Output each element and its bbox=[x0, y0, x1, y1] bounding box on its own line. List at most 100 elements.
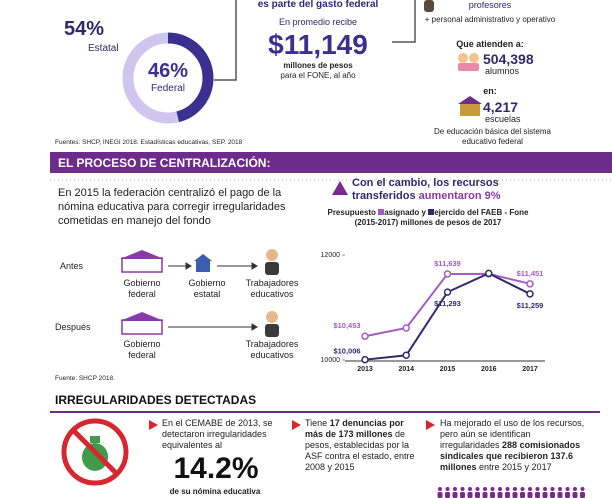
person-icon bbox=[468, 487, 472, 491]
person-icon bbox=[565, 487, 570, 491]
value-label: $11,451 bbox=[517, 269, 544, 278]
person-icon bbox=[550, 487, 555, 491]
worker-icon bbox=[265, 311, 279, 337]
data-point bbox=[402, 324, 410, 332]
text-run: 17 denuncias por más de 173 millones bbox=[305, 418, 407, 439]
data-point bbox=[402, 351, 410, 360]
legend-swatch bbox=[428, 209, 435, 215]
escuelas-label: escuelas bbox=[485, 114, 521, 124]
data-point bbox=[526, 280, 534, 288]
person-icon bbox=[520, 492, 525, 498]
gasto-lead: es parte del gasto federal bbox=[257, 0, 379, 10]
data-point bbox=[443, 270, 452, 278]
atienden: Que atienden a: bbox=[456, 39, 524, 49]
node-label: Gobierno estatal bbox=[188, 278, 226, 299]
node-label: Trabajadores educativos bbox=[245, 278, 299, 299]
alumnos-value: 504,398 bbox=[483, 51, 534, 67]
nivel: De educación básica del sistema educativ… bbox=[434, 127, 551, 146]
section-title: IRREGULARIDADES DETECTADAS bbox=[55, 393, 257, 407]
person-icon bbox=[482, 492, 488, 498]
federal-label: Federal bbox=[151, 83, 185, 94]
donut-slice bbox=[122, 32, 214, 124]
section-bar bbox=[50, 152, 612, 173]
person-icon bbox=[437, 492, 443, 498]
data-point bbox=[361, 355, 369, 364]
data-point bbox=[485, 269, 493, 278]
person-icon bbox=[490, 492, 495, 498]
person-icon bbox=[513, 487, 517, 491]
kids-icon bbox=[458, 53, 468, 63]
source: Fuente: SHCP 2018. bbox=[55, 375, 115, 382]
node-label: Gobierno federal bbox=[123, 339, 161, 360]
despues-label: Después bbox=[55, 322, 91, 332]
worker-icon bbox=[265, 249, 279, 275]
x-tick-label: 2017 bbox=[522, 366, 538, 373]
person-icon bbox=[460, 487, 465, 491]
x-tick-label: 2013 bbox=[357, 366, 373, 373]
personal-extra: + personal administrativo y operativo bbox=[424, 15, 556, 24]
person-icon bbox=[528, 487, 532, 491]
escuelas-value: 4,217 bbox=[483, 99, 519, 115]
school-icon bbox=[458, 96, 482, 104]
people-row bbox=[437, 487, 585, 498]
person-icon bbox=[535, 487, 540, 491]
estatal-value: 54% bbox=[64, 18, 105, 40]
legend-entry: ejercido bbox=[434, 208, 465, 217]
text-run: Tiene bbox=[305, 418, 330, 428]
person-icon bbox=[527, 492, 533, 498]
source: Fuentes: SHCP, INEGI 2018. Estadísticas … bbox=[55, 139, 243, 146]
value-label: $11,259 bbox=[517, 301, 544, 310]
person-icon bbox=[542, 492, 548, 498]
value-label: $11,293 bbox=[434, 299, 461, 308]
person-icon bbox=[475, 487, 480, 491]
value-label: $10,006 bbox=[333, 347, 360, 356]
person-icon bbox=[483, 487, 487, 491]
person-icon bbox=[580, 492, 585, 498]
data-point bbox=[443, 288, 452, 296]
cemabe-caption: de su nómina educativa bbox=[169, 487, 261, 496]
teacher-icon bbox=[424, 0, 434, 12]
legend-swatch bbox=[378, 209, 385, 215]
person-icon bbox=[505, 487, 510, 491]
title-part: Presupuesto bbox=[327, 208, 376, 217]
gasto-intro: En promedio recibe bbox=[278, 17, 358, 27]
text-run: entre 2015 y 2017 bbox=[476, 462, 552, 472]
person-icon bbox=[452, 492, 458, 498]
no-money-icon bbox=[61, 418, 129, 486]
arrow bbox=[168, 262, 258, 331]
estatal-label: Estatal bbox=[88, 43, 119, 54]
change: Con el cambio, los recursos transferidos… bbox=[352, 177, 542, 203]
node-label: Trabajadores educativos bbox=[245, 339, 299, 360]
person-icon bbox=[572, 492, 578, 498]
en: en: bbox=[483, 86, 497, 96]
alumnos-label: alumnos bbox=[485, 66, 520, 76]
title-part: y bbox=[421, 208, 426, 217]
text-run: 288 comisionados sindicales que recibier… bbox=[440, 440, 583, 472]
intro: En 2015 la federación centralizó el pago… bbox=[58, 187, 286, 227]
value-label: $10,453 bbox=[333, 321, 360, 330]
person-icon bbox=[520, 487, 525, 491]
person-icon bbox=[467, 492, 473, 498]
gasto-detail: para el FONE, al año bbox=[280, 71, 356, 80]
x-tick-label: 2016 bbox=[481, 366, 497, 373]
person-icon bbox=[497, 492, 503, 498]
person-icon bbox=[453, 487, 457, 491]
person-icon bbox=[498, 487, 502, 491]
series-line bbox=[364, 272, 531, 361]
gasto-unit: millones de pesos bbox=[283, 61, 353, 70]
person-icon bbox=[580, 487, 585, 491]
data-point bbox=[526, 290, 534, 298]
bullet bbox=[292, 420, 301, 430]
section-title: EL PROCESO DE CENTRALIZACIÓN: bbox=[58, 156, 271, 170]
x-tick-label: 2014 bbox=[398, 366, 414, 373]
change-text: Con el cambio, los recursos transferidos bbox=[352, 177, 499, 202]
person-icon bbox=[505, 492, 510, 498]
cemabe-figure: 14.2% bbox=[173, 452, 259, 485]
data-point bbox=[361, 332, 369, 340]
antes-label: Antes bbox=[60, 261, 84, 271]
person-icon bbox=[550, 492, 555, 498]
text-run: de pesos, establecidas por la ASF contra… bbox=[305, 429, 418, 472]
person-icon bbox=[573, 487, 577, 491]
kids-icon bbox=[458, 63, 479, 71]
